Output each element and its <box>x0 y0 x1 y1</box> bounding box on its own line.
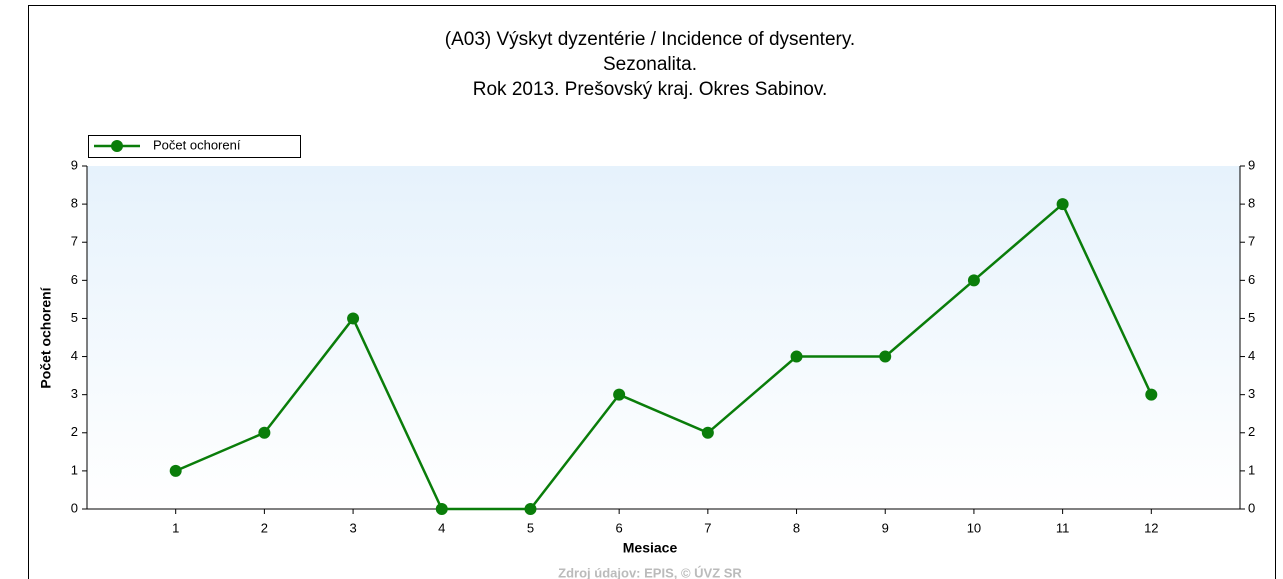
chart-subtitle: Sezonalita. <box>603 54 697 75</box>
x-tick-label: 9 <box>882 520 889 535</box>
x-tick-label: 7 <box>704 520 711 535</box>
x-tick-label: 2 <box>261 520 268 535</box>
x-tick-label: 11 <box>1056 520 1070 535</box>
data-point <box>347 312 360 325</box>
x-tick-label: 8 <box>793 520 800 535</box>
y-tick-label: 4 <box>71 348 78 363</box>
legend-marker <box>111 140 123 152</box>
y2-tick-label: 0 <box>1248 500 1255 515</box>
y-tick-label: 2 <box>71 424 78 439</box>
data-point <box>1056 198 1069 211</box>
y2-tick-label: 5 <box>1248 310 1255 325</box>
x-tick-label: 4 <box>438 520 445 535</box>
y2-tick-label: 8 <box>1248 196 1255 211</box>
data-point <box>613 388 626 401</box>
y-tick-label: 1 <box>71 462 78 477</box>
chart-subtitle: Rok 2013. Prešovský kraj. Okres Sabinov. <box>473 79 827 100</box>
y2-tick-label: 6 <box>1248 272 1255 287</box>
x-axis-title: Mesiace <box>623 540 678 556</box>
y-tick-label: 8 <box>71 196 78 211</box>
legend-box <box>88 135 301 158</box>
y-tick-label: 6 <box>71 272 78 287</box>
data-point <box>790 350 803 363</box>
source-note: Zdroj údajov: EPIS, © ÚVZ SR <box>558 565 742 579</box>
frame <box>28 5 1276 579</box>
y-tick-label: 9 <box>71 157 78 172</box>
y-tick-label: 7 <box>71 234 78 249</box>
data-point <box>258 426 271 439</box>
y2-tick-label: 7 <box>1248 234 1255 249</box>
chart-title: (A03) Výskyt dyzentérie / Incidence of d… <box>445 29 855 50</box>
y2-tick-label: 9 <box>1248 157 1255 172</box>
y2-tick-label: 4 <box>1248 348 1255 363</box>
y2-tick-label: 1 <box>1248 462 1255 477</box>
data-line <box>175 202 1153 511</box>
x-tick-label: 5 <box>527 520 534 535</box>
y-tick-label: 3 <box>71 386 78 401</box>
data-point <box>879 350 892 363</box>
data-point <box>967 274 980 287</box>
legend-label: Počet ochorení <box>153 137 241 152</box>
x-tick-label: 3 <box>349 520 356 535</box>
x-tick-label: 6 <box>616 520 623 535</box>
plot-area <box>87 166 1240 509</box>
x-tick-label: 12 <box>1144 520 1158 535</box>
y-tick-label: 5 <box>71 310 78 325</box>
data-point <box>524 503 537 515</box>
y-axis-title: Počet ochorení <box>38 286 54 388</box>
data-point <box>169 464 182 477</box>
data-point <box>1145 388 1158 401</box>
data-point <box>435 503 448 515</box>
x-tick-label: 1 <box>172 520 179 535</box>
y-tick-label: 0 <box>71 500 78 515</box>
data-point <box>701 426 714 439</box>
y2-tick-label: 2 <box>1248 424 1255 439</box>
x-tick-label: 10 <box>967 520 981 535</box>
y2-tick-label: 3 <box>1248 386 1255 401</box>
